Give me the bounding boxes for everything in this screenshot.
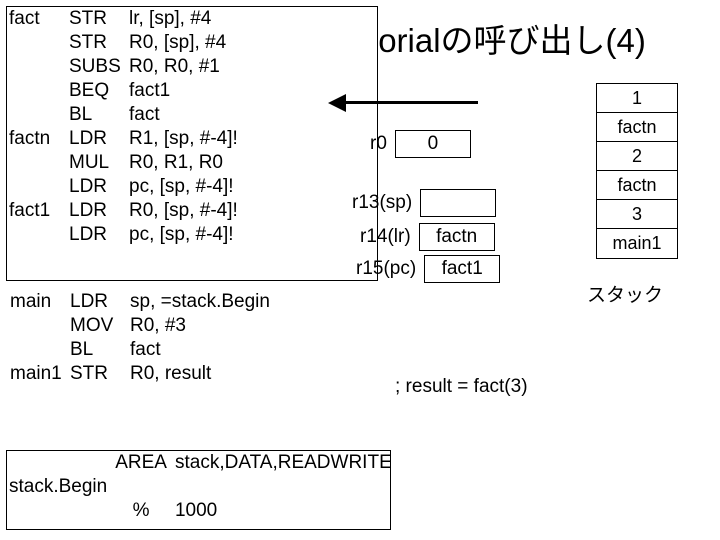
asm-row: mainLDRsp, =stack.Begin	[8, 290, 276, 314]
register-value-box: factn	[419, 223, 495, 251]
register-value-box: fact1	[424, 255, 500, 283]
asm-row: STRR0, [sp], #4	[7, 31, 244, 55]
stack-label: スタック	[587, 280, 663, 307]
register-label: r13(sp)	[352, 192, 412, 214]
asm-row: LDRpc, [sp, #-4]!	[7, 175, 244, 199]
arrow-left-icon	[328, 96, 478, 110]
register-r13: r13(sp)	[352, 189, 496, 217]
asm-row: MOVR0, #3	[8, 314, 276, 338]
asm-row: SUBSR0, R0, #1	[7, 55, 244, 79]
stack-cell: 1	[597, 84, 677, 113]
asm-row: MULR0, R1, R0	[7, 151, 244, 175]
stack-cell: factn	[597, 113, 677, 142]
register-r15: r15(pc) fact1	[356, 255, 500, 283]
stack-cell: main1	[597, 229, 677, 258]
stack-column: 1 factn 2 factn 3 main1	[596, 83, 678, 259]
asm-table-2: AREAstack,DATA,READWRITE stack.Begin %10…	[7, 451, 398, 523]
register-value-box: 0	[395, 130, 471, 158]
code-block-2: AREAstack,DATA,READWRITE stack.Begin %10…	[6, 450, 391, 530]
asm-table-main: mainLDRsp, =stack.Begin MOVR0, #3 BLfact…	[8, 290, 276, 386]
stack-cell: factn	[597, 171, 677, 200]
asm-table-1: factSTRlr, [sp], #4 STRR0, [sp], #4 SUBS…	[7, 7, 244, 247]
asm-row: fact1LDRR0, [sp, #-4]!	[7, 199, 244, 223]
asm-row: factnLDRR1, [sp, #-4]!	[7, 127, 244, 151]
result-comment: ; result = fact(3)	[395, 376, 528, 398]
register-r0: r0 0	[370, 130, 471, 158]
register-r14: r14(lr) factn	[360, 223, 495, 251]
code-block-1: factSTRlr, [sp], #4 STRR0, [sp], #4 SUBS…	[6, 6, 378, 281]
asm-row: BLfact	[8, 338, 276, 362]
asm-row: BEQfact1	[7, 79, 244, 103]
register-label: r0	[370, 133, 387, 155]
stack-cell: 2	[597, 142, 677, 171]
asm-row: LDRpc, [sp, #-4]!	[7, 223, 244, 247]
stack-cell: 3	[597, 200, 677, 229]
asm-row: AREAstack,DATA,READWRITE	[7, 451, 398, 475]
asm-row: BLfact	[7, 103, 244, 127]
asm-row: main1STRR0, result	[8, 362, 276, 386]
asm-row: stack.Begin	[7, 475, 398, 499]
register-value-box	[420, 189, 496, 217]
asm-row: %1000	[7, 499, 398, 523]
register-label: r15(pc)	[356, 258, 416, 280]
register-label: r14(lr)	[360, 226, 411, 248]
asm-row: factSTRlr, [sp], #4	[7, 7, 244, 31]
